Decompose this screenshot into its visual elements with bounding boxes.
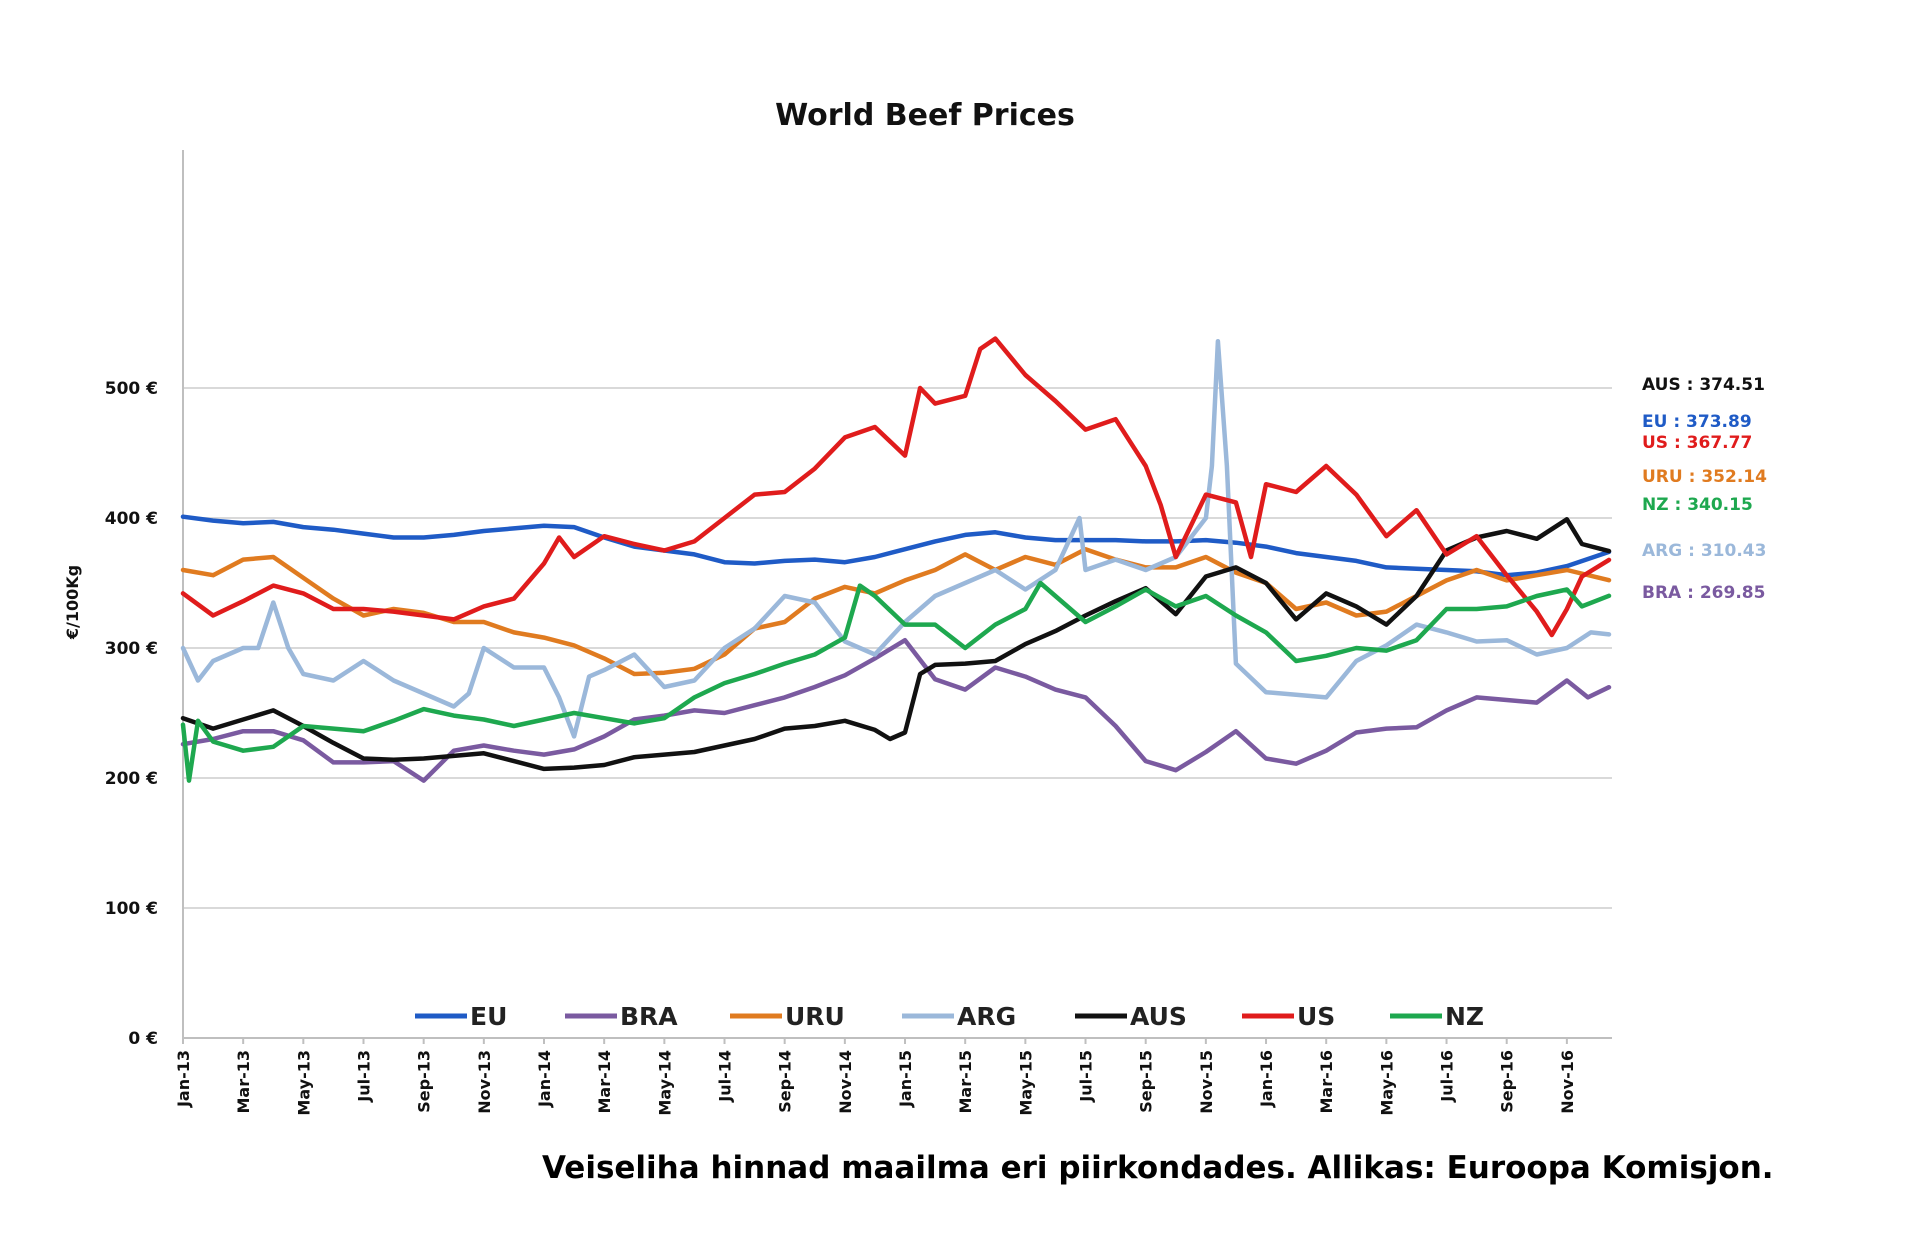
x-tick-label: Mar-13 [234,1050,253,1114]
series-lines [180,336,1612,783]
end-label-arg: ARG : 310.43 [1642,541,1766,561]
x-tick-label: Jan-15 [896,1050,915,1108]
legend-label-eu: EU [470,1002,507,1031]
series-line-bra [180,637,1612,783]
x-tick-label: May-13 [294,1050,313,1116]
legend-label-arg: ARG [957,1002,1016,1031]
end-label-eu: EU : 373.89 [1642,412,1752,432]
axes [182,150,1612,1039]
x-axis-ticks: Jan-13 Mar-13 May-13 Jul-13 Sep-13 Nov-13 Jan-… [174,1038,1577,1116]
series-line-aus [180,517,1612,772]
x-tick-label: Nov-15 [1197,1050,1216,1114]
legend-label-nz: NZ [1445,1002,1484,1031]
x-tick-label: Jul-13 [355,1050,374,1103]
x-tick-label: May-15 [1016,1050,1035,1116]
y-tick-label: 500 € [105,379,158,399]
x-tick-label: Nov-16 [1558,1050,1577,1114]
x-tick-label: May-16 [1377,1050,1396,1116]
end-label-bra: BRA : 269.85 [1642,583,1765,603]
x-tick-label: Jul-14 [716,1050,735,1103]
y-tick-label: 300 € [105,639,158,659]
y-tick-label: 200 € [105,769,158,789]
series-line-us [180,336,1612,638]
chart-title: World Beef Prices [775,98,1075,133]
x-tick-label: Jul-16 [1438,1050,1457,1103]
end-label-nz: NZ : 340.15 [1642,495,1753,515]
y-tick-label: 0 € [128,1029,158,1049]
series-line-eu [180,514,1612,578]
x-tick-label: Sep-14 [776,1050,795,1113]
series-line-nz [180,580,1612,783]
x-tick-label: May-14 [655,1050,674,1116]
x-tick-label: Mar-14 [595,1050,614,1114]
x-tick-label: Nov-14 [836,1050,855,1114]
legend-label-aus: AUS [1130,1002,1187,1031]
x-tick-label: Sep-13 [415,1050,434,1113]
figure-caption: Veiseliha hinnad maailma eri piirkondade… [542,1150,1774,1186]
x-tick-label: Sep-15 [1137,1050,1156,1113]
series-line-arg [180,338,1612,739]
x-tick-label: Jan-16 [1257,1050,1276,1108]
x-tick-label: Jan-13 [174,1050,193,1108]
series-line-uru [180,546,1612,677]
x-tick-label: Nov-13 [475,1050,494,1114]
y-axis-label: €/100Kg [63,565,82,640]
end-label-aus: AUS : 374.51 [1642,375,1765,395]
x-tick-label: Mar-16 [1317,1050,1336,1114]
legend-label-bra: BRA [620,1002,678,1031]
y-axis-ticks: 0 € 100 € 200 € 300 € 400 € 500 € [105,379,158,1049]
x-tick-label: Jul-15 [1077,1050,1096,1103]
x-tick-label: Mar-15 [956,1050,975,1114]
end-label-us: US : 367.77 [1642,433,1752,453]
legend-label-us: US [1297,1002,1335,1031]
y-tick-label: 100 € [105,899,158,919]
legend-label-uru: URU [785,1002,845,1031]
end-label-uru: URU : 352.14 [1642,467,1767,487]
y-tick-label: 400 € [105,509,158,529]
x-tick-label: Sep-16 [1498,1050,1517,1113]
x-tick-label: Jan-14 [535,1050,554,1108]
legend: EU BRA URU ARG AUS US NZ [415,1002,1484,1031]
